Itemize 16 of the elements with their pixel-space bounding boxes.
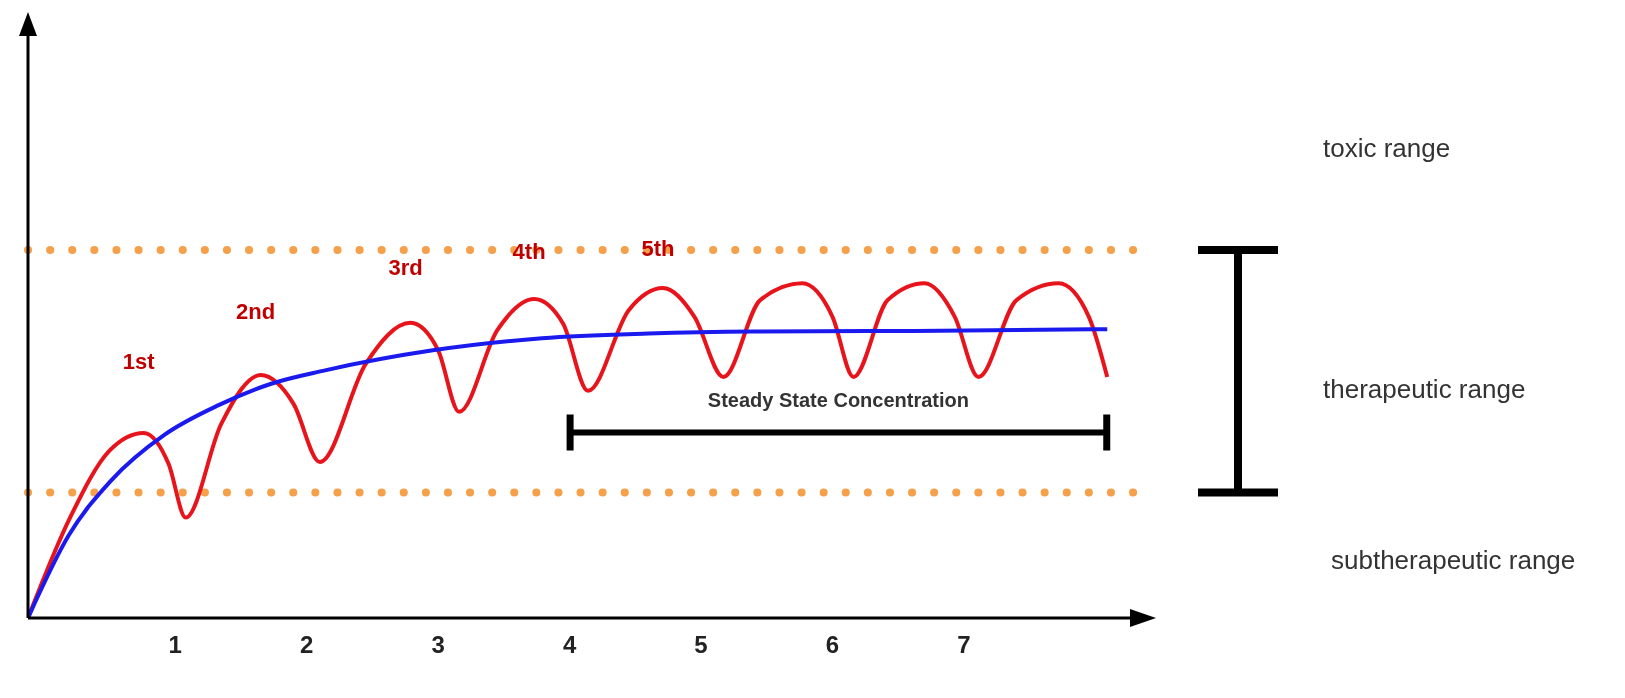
text: 3rd [388,254,423,280]
text: toxic range [1323,132,1451,163]
x-tick-label: 5 [694,631,708,659]
text: therapeutic range [1323,374,1526,405]
text: 4th [512,238,546,264]
x-tick-label: 4 [562,631,577,659]
x-tick-label: 6 [825,631,840,659]
x-tick-label: 1 [168,631,182,659]
annotation: Steady State Concentration [707,388,970,411]
annotation: 1st [122,348,156,374]
annotation: 2nd [236,298,276,324]
x-tick-label: 7 [957,631,971,659]
x-tick-label: 2 [300,631,314,659]
x-tick-label: 3 [431,631,445,659]
text: 5th [641,235,675,261]
text: subtherapeutic range [1331,545,1576,576]
